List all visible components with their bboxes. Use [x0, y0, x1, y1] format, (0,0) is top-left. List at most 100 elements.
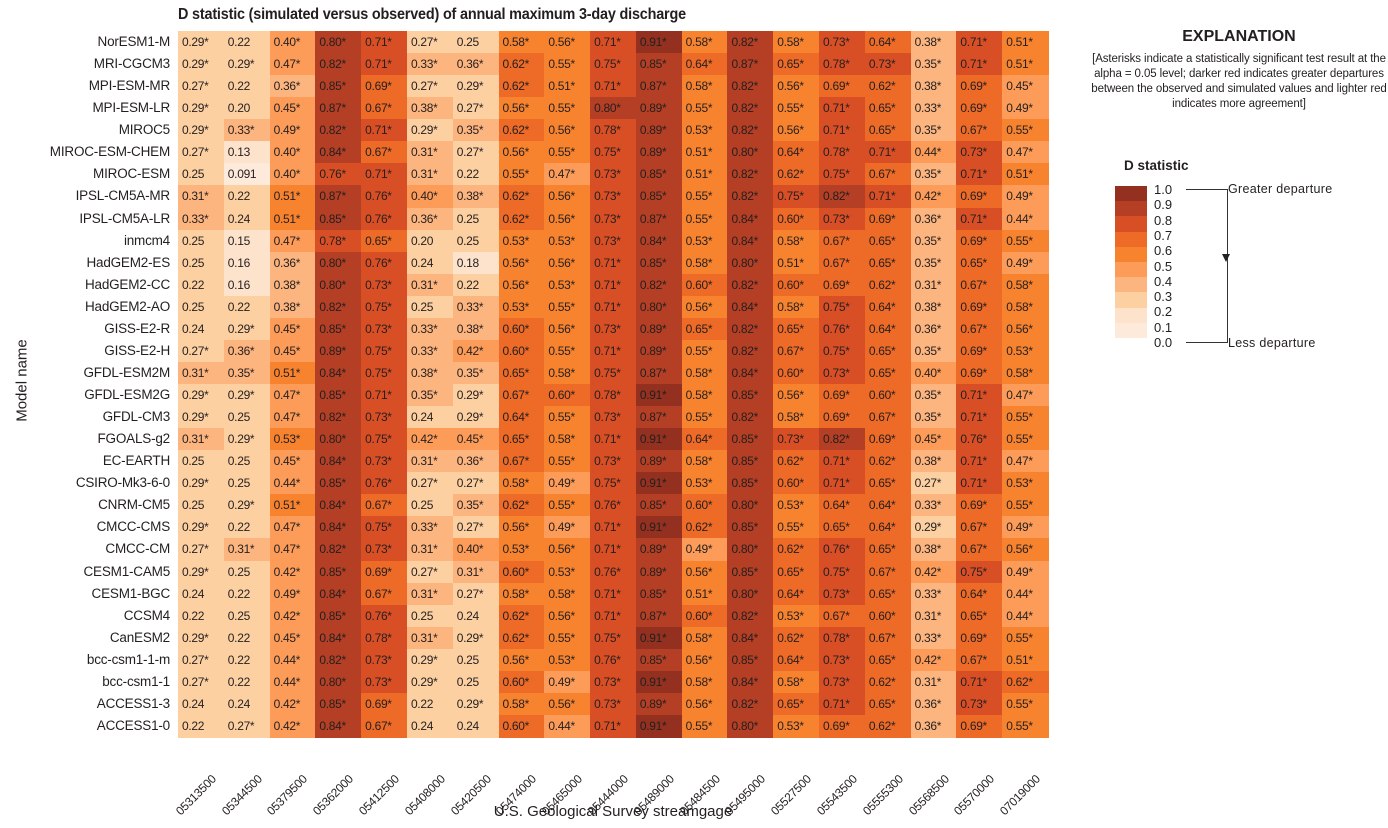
- heatmap-cell: 0.71*: [956, 670, 1004, 694]
- heatmap-cell: 0.75*: [819, 295, 867, 319]
- heatmap-cell: 0.22: [178, 273, 225, 297]
- heatmap-cell: 0.56*: [544, 317, 592, 341]
- heatmap-cell: 0.76*: [361, 185, 409, 209]
- heatmap-cell: 0.65*: [864, 251, 912, 275]
- heatmap-cell: 0.91*: [635, 384, 683, 407]
- heatmap-cell: 0.29*: [452, 384, 500, 407]
- heatmap-cell: 0.73*: [361, 670, 409, 694]
- heatmap-cell: 0.76*: [590, 494, 638, 518]
- colorbar-swatch: [1115, 186, 1147, 202]
- heatmap-cell: 0.36*: [910, 207, 958, 231]
- heatmap-cell: 0.64*: [864, 494, 912, 518]
- heatmap-cell: 0.38*: [269, 295, 317, 319]
- heatmap-cell: 0.31*: [178, 428, 225, 452]
- heatmap-cell: 0.89*: [635, 97, 683, 121]
- heatmap-cell: 0.25: [452, 670, 500, 694]
- heatmap-cell: 0.71*: [956, 53, 1004, 77]
- heatmap-cell: 0.58*: [773, 31, 821, 54]
- heatmap-cell: 0.91*: [635, 714, 683, 738]
- heatmap-cell: 0.58*: [1002, 273, 1050, 297]
- row-label: CCSM4: [123, 607, 170, 623]
- heatmap-cell: 0.42*: [910, 648, 958, 672]
- heatmap-cell: 0.55*: [1002, 626, 1050, 650]
- heatmap-cell: 0.67*: [361, 582, 409, 606]
- heatmap-cell: 0.58*: [681, 75, 729, 99]
- heatmap-cell: 0.56*: [544, 119, 592, 143]
- heatmap-cell: 0.25: [178, 295, 225, 319]
- colorbar-tick-label: 0.5: [1154, 258, 1173, 274]
- heatmap-cell: 0.22: [223, 31, 271, 54]
- heatmap-cell: 0.42*: [269, 714, 317, 738]
- heatmap-cell: 0.53*: [544, 560, 592, 584]
- heatmap-cell: 0.75*: [590, 361, 638, 385]
- heatmap-cell: 0.60*: [681, 273, 729, 297]
- heatmap-cell: 0.49*: [269, 582, 317, 606]
- row-label: CESM1-BGC: [91, 585, 171, 601]
- heatmap-cell: 0.33*: [406, 317, 454, 341]
- heatmap-cell: 0.35*: [452, 361, 500, 385]
- heatmap-cell: 0.58*: [681, 31, 729, 54]
- heatmap-cell: 0.53*: [681, 119, 729, 143]
- heatmap-cell: 0.82*: [819, 185, 867, 209]
- heatmap-cell: 0.22: [223, 670, 271, 694]
- heatmap-cell: 0.55*: [544, 97, 592, 121]
- heatmap-cell: 0.71*: [590, 428, 638, 452]
- heatmap-cell: 0.75*: [819, 560, 867, 584]
- colorbar-title: D statistic: [1124, 158, 1189, 173]
- heatmap-cell: 0.45*: [269, 317, 317, 341]
- heatmap-cell: 0.38*: [910, 31, 958, 54]
- heatmap-cell: 0.58*: [681, 670, 729, 694]
- heatmap-cell: 0.80*: [727, 141, 775, 165]
- heatmap-cell: 0.71*: [361, 53, 409, 77]
- heatmap-cell: 0.71*: [819, 97, 867, 121]
- heatmap-cell: 0.73*: [590, 406, 638, 430]
- row-label: FGOALS-g2: [97, 431, 171, 447]
- heatmap-cell: 0.35*: [910, 384, 958, 407]
- row-label: NorESM1-M: [97, 34, 171, 49]
- heatmap-cell: 0.58*: [498, 31, 546, 54]
- heatmap-cell: 0.42*: [452, 339, 500, 363]
- heatmap-cell: 0.44*: [1002, 604, 1050, 628]
- heatmap-cell: 0.27*: [178, 141, 225, 165]
- heatmap-cell: 0.15: [223, 229, 271, 253]
- heatmap-cell: 0.31*: [452, 560, 500, 584]
- heatmap-cell: 0.85*: [727, 472, 775, 496]
- heatmap-cell: 0.58*: [498, 582, 546, 606]
- heatmap-cell: 0.84*: [727, 207, 775, 231]
- heatmap-cell: 0.25: [452, 229, 500, 253]
- heatmap-cell: 0.22: [178, 604, 225, 628]
- heatmap-cell: 0.27*: [452, 516, 500, 540]
- heatmap-cell: 0.67*: [819, 229, 867, 253]
- heatmap-cell: 0.56*: [498, 251, 546, 275]
- heatmap-cell: 0.80*: [315, 31, 363, 54]
- heatmap-cell: 0.60*: [864, 384, 912, 407]
- heatmap-cell: 0.84*: [315, 714, 363, 738]
- heatmap-cell: 0.55*: [1002, 428, 1050, 452]
- heatmap-cell: 0.35*: [910, 163, 958, 187]
- heatmap-cell: 0.16: [223, 273, 271, 297]
- heatmap-cell: 0.62*: [498, 185, 546, 209]
- heatmap-cell: 0.44*: [269, 648, 317, 672]
- heatmap-cell: 0.22: [223, 582, 271, 606]
- heatmap-cell: 0.85*: [727, 648, 775, 672]
- heatmap-cell: 0.55*: [1002, 119, 1050, 143]
- heatmap-cell: 0.69*: [956, 75, 1004, 99]
- heatmap-cell: 0.25: [406, 604, 454, 628]
- heatmap-cell: 0.71*: [590, 251, 638, 275]
- heatmap-cell: 0.56*: [773, 75, 821, 99]
- heatmap-cell: 0.56*: [498, 97, 546, 121]
- heatmap-cell: 0.60*: [773, 273, 821, 297]
- heatmap-cell: 0.78*: [315, 229, 363, 253]
- heatmap-cell: 0.62*: [498, 207, 546, 231]
- x-axis-label: U.S. Geological Survey streamgage: [493, 803, 733, 820]
- heatmap-cell: 0.24: [223, 207, 271, 231]
- heatmap-cell: 0.47*: [1002, 384, 1050, 407]
- less-departure-label: Less departure: [1228, 336, 1316, 350]
- heatmap-cell: 0.47*: [269, 406, 317, 430]
- heatmap-cell: 0.84*: [727, 361, 775, 385]
- heatmap-cell: 0.84*: [727, 295, 775, 319]
- heatmap-grid: 0.29* 0.22 0.40* 0.80* 0.71* 0.27* 0.25 0.58* 0.…: [178, 31, 1050, 738]
- heatmap-cell: 0.69*: [361, 75, 409, 99]
- heatmap-cell: 0.84*: [635, 229, 683, 253]
- heatmap-cell: 0.33*: [223, 119, 271, 143]
